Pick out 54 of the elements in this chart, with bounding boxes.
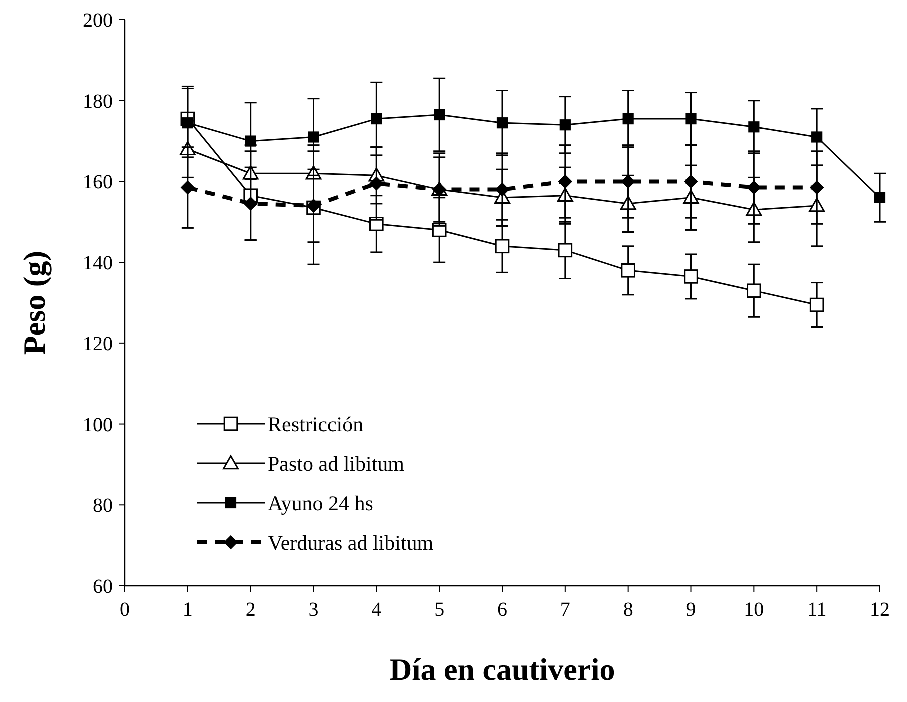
point	[684, 270, 698, 284]
point	[371, 114, 382, 125]
point	[747, 284, 762, 298]
point	[306, 199, 321, 213]
x-tick-label: 12	[870, 599, 890, 621]
legend-label: Pasto ad libitum	[268, 452, 404, 476]
x-tick-label: 5	[434, 599, 445, 621]
y-tick-label: 200	[83, 10, 113, 32]
point	[621, 174, 636, 189]
x-tick-label: 2	[246, 599, 256, 621]
point	[308, 132, 320, 143]
x-tick-label: 9	[686, 599, 696, 621]
x-tick-label: 0	[120, 599, 130, 621]
y-tick-label: 80	[93, 495, 113, 518]
y-tick-label: 60	[93, 576, 113, 598]
x-tick-label: 10	[744, 599, 764, 621]
y-tick-label: 180	[83, 90, 113, 113]
y-tick-label: 100	[83, 414, 113, 436]
point	[558, 174, 572, 189]
point	[747, 180, 762, 195]
point	[560, 120, 571, 131]
point	[434, 109, 446, 121]
x-tick-label: 11	[807, 599, 827, 621]
y-axis-title: Peso (g)	[17, 250, 52, 356]
point	[748, 122, 760, 133]
point	[812, 132, 823, 143]
y-tick-label: 140	[83, 252, 113, 275]
point	[370, 176, 384, 191]
y-tick-label: 120	[83, 333, 113, 356]
point	[245, 136, 256, 147]
y-tick-label: 160	[83, 172, 113, 194]
point	[495, 239, 510, 254]
legend-label: Ayuno 24 hs	[268, 491, 374, 516]
x-tick-label: 3	[308, 599, 319, 621]
x-tick-label: 4	[372, 599, 382, 621]
x-tick-label: 6	[498, 599, 508, 621]
point	[558, 243, 573, 258]
x-axis-title: Día en cautiverio	[390, 652, 616, 687]
x-tick-label: 7	[560, 599, 570, 621]
point	[686, 114, 697, 125]
point	[496, 182, 510, 197]
legend-label: Verduras ad libitum	[268, 530, 434, 555]
point	[181, 180, 195, 195]
point	[496, 118, 508, 129]
x-tick-label: 1	[182, 599, 193, 621]
point	[684, 174, 698, 189]
point	[810, 180, 824, 195]
legend-label: Restricción	[268, 412, 364, 436]
point	[874, 192, 886, 204]
x-tick-label: 8	[623, 599, 634, 621]
point	[810, 298, 824, 312]
point	[244, 197, 258, 211]
point	[621, 264, 636, 278]
point	[622, 114, 634, 125]
